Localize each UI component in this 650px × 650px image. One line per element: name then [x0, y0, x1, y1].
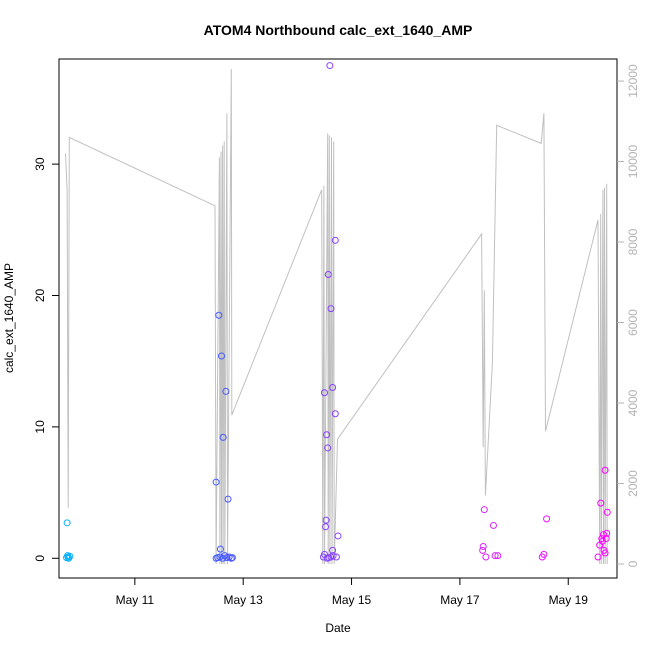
data-point: [63, 519, 71, 527]
data-point: [598, 537, 606, 545]
secondary-line-layer: [65, 68, 608, 565]
y2-tick-label: 6000: [626, 309, 640, 336]
data-point: [479, 546, 487, 554]
data-point: [216, 545, 224, 553]
data-point: [494, 552, 502, 560]
data-point: [327, 305, 335, 313]
x-tick-label: May 13: [224, 593, 264, 607]
data-point: [598, 535, 606, 543]
y2-tick-label: 4000: [626, 389, 640, 416]
data-point: [489, 521, 497, 529]
y2-tick-label: 8000: [626, 228, 640, 255]
data-point: [64, 553, 72, 561]
data-point: [218, 352, 226, 360]
data-point: [329, 552, 337, 560]
data-point: [324, 270, 332, 278]
axes-layer: May 11 May 13 May 15 May 17 May 19 0 10 20 30 0 20…: [33, 64, 640, 607]
data-point: [320, 389, 328, 397]
data-point: [224, 495, 232, 503]
x-tick-label: May 11: [116, 593, 155, 607]
y2-tick-label: 2000: [626, 470, 640, 497]
data-point: [332, 553, 340, 561]
y-tick-label: 0: [33, 555, 47, 562]
data-point: [603, 529, 611, 537]
data-point: [227, 554, 235, 562]
data-point: [228, 554, 236, 562]
data-point: [480, 506, 488, 514]
data-point: [594, 553, 602, 561]
x-tick-label: May 17: [440, 593, 480, 607]
data-point: [322, 516, 330, 524]
data-point: [491, 552, 499, 560]
y-axis-label: calc_ext_1640_AMP: [2, 263, 16, 373]
y2-tick-label: 10000: [626, 145, 640, 179]
data-point: [334, 532, 342, 540]
secondary-series-line: [65, 68, 608, 565]
y-tick-label: 10: [33, 420, 47, 434]
data-point: [603, 508, 611, 516]
x-tick-label: May 15: [332, 593, 372, 607]
data-point: [601, 549, 609, 557]
data-point: [326, 62, 334, 70]
y2-tick-label: 0: [626, 560, 640, 567]
data-point: [329, 383, 337, 391]
y-tick-label: 20: [33, 289, 47, 303]
data-point: [331, 236, 339, 244]
data-point: [221, 552, 229, 560]
data-point: [597, 499, 605, 507]
data-point: [323, 431, 331, 439]
data-point: [322, 523, 330, 531]
plot-frame: [58, 58, 618, 579]
data-point: [543, 515, 551, 523]
points-layer: [63, 62, 611, 562]
data-point: [324, 444, 332, 452]
data-point: [601, 466, 609, 474]
chart-title: ATOM4 Northbound calc_ext_1640_AMP: [204, 22, 473, 38]
data-point: [219, 433, 227, 441]
data-point: [212, 478, 220, 486]
x-axis-label: Date: [325, 621, 351, 635]
data-point: [538, 553, 546, 561]
data-point: [222, 387, 230, 395]
data-point: [482, 553, 490, 561]
y-tick-label: 30: [33, 157, 47, 171]
y2-tick-label: 12000: [626, 64, 640, 98]
x-tick-label: May 19: [549, 593, 589, 607]
data-point: [215, 311, 223, 319]
data-point: [331, 410, 339, 418]
data-point: [479, 542, 487, 550]
data-point: [329, 546, 337, 554]
